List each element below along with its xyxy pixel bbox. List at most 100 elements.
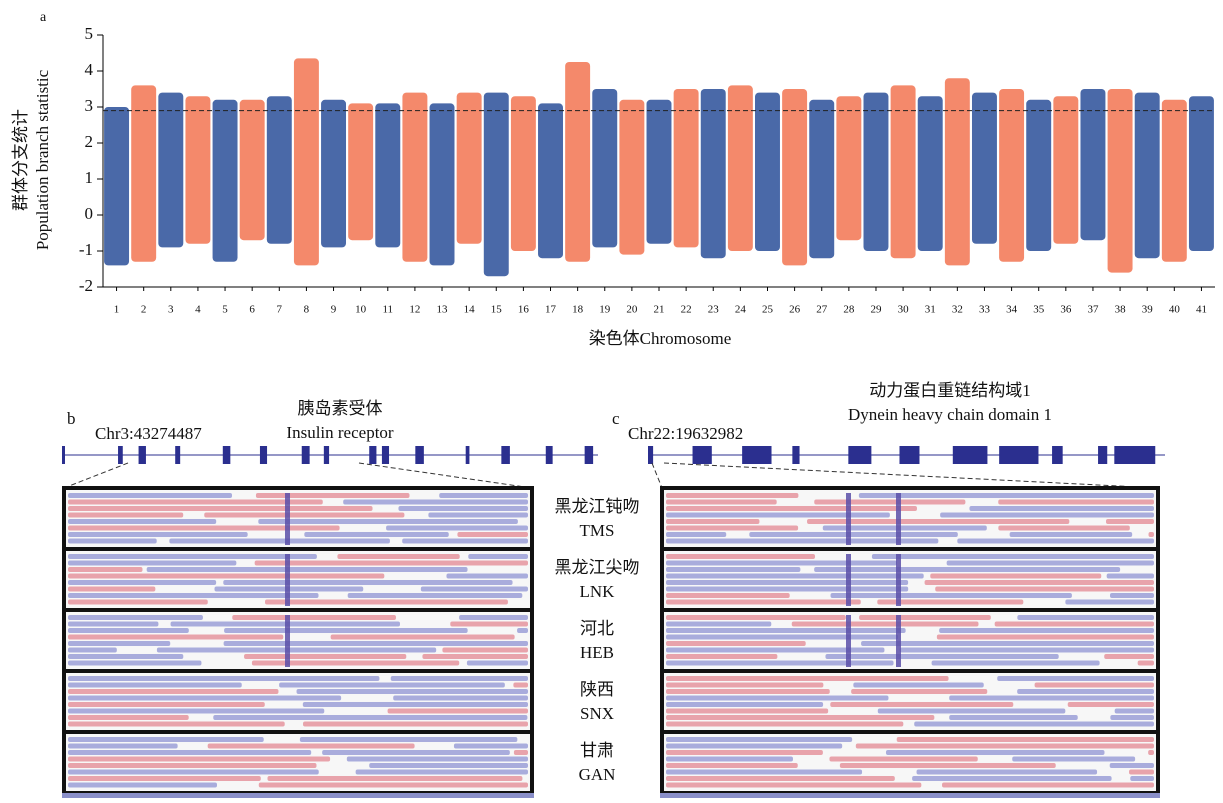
read: [814, 567, 1120, 572]
read: [1115, 709, 1154, 714]
read: [331, 635, 515, 640]
read: [949, 715, 1078, 720]
read: [267, 776, 522, 781]
read: [224, 628, 468, 633]
x-tick-label: 12: [409, 304, 420, 316]
x-tick-label: 14: [464, 304, 476, 316]
exon: [1114, 446, 1155, 464]
exon: [999, 446, 1038, 464]
read: [666, 580, 908, 585]
read: [391, 676, 528, 681]
read: [666, 500, 777, 505]
read: [792, 622, 979, 627]
chromosome-range: [674, 89, 699, 247]
population-cn: 黑龙江钝吻: [555, 497, 640, 516]
read: [666, 744, 842, 749]
read: [68, 622, 158, 627]
chromosome-range: [375, 103, 400, 247]
chromosome-range: [755, 93, 780, 251]
chromosome-range: [891, 85, 916, 258]
x-tick-label: 7: [277, 304, 283, 316]
read: [300, 737, 517, 742]
read: [878, 709, 1066, 714]
chromosome-range: [565, 62, 590, 262]
chromosome-range: [511, 96, 536, 251]
exon: [223, 446, 231, 464]
chromosome-range: [131, 85, 156, 261]
variant: [896, 493, 901, 545]
read: [68, 722, 285, 727]
read: [666, 702, 823, 707]
y-tick-label: 2: [85, 132, 94, 151]
read: [446, 574, 528, 579]
read: [666, 683, 823, 688]
figure: a-2-1012345群体分支统计Population branch stati…: [0, 0, 1223, 798]
read: [942, 783, 1154, 788]
variant: [846, 493, 851, 545]
read: [859, 493, 1154, 498]
read: [459, 615, 528, 620]
read: [450, 622, 528, 627]
read: [666, 648, 884, 653]
read: [666, 615, 846, 620]
read: [666, 722, 903, 727]
read: [840, 763, 1056, 768]
read: [303, 702, 528, 707]
read: [68, 580, 216, 585]
read: [856, 744, 1154, 749]
chromosome-range: [484, 93, 509, 277]
read: [1138, 661, 1154, 666]
read: [935, 587, 1154, 592]
read: [68, 737, 264, 742]
read: [666, 757, 793, 762]
read: [68, 526, 340, 531]
read: [517, 628, 528, 633]
read: [454, 744, 528, 749]
read: [68, 628, 189, 633]
read: [1110, 763, 1154, 768]
read: [937, 635, 1154, 640]
x-tick-label: 23: [708, 304, 720, 316]
read: [872, 554, 1154, 559]
read: [666, 628, 906, 633]
chromosome-range: [782, 89, 807, 265]
exon: [848, 446, 871, 464]
chromosome-range: [999, 89, 1024, 262]
read: [861, 641, 1154, 646]
y-tick-label: 5: [85, 24, 94, 43]
gene-title: 胰岛素受体: [298, 399, 383, 418]
read: [147, 567, 468, 572]
population-en: HEB: [580, 643, 614, 662]
y-tick-label: 0: [85, 204, 94, 223]
read: [442, 648, 528, 653]
read: [666, 750, 823, 755]
panel-label: b: [67, 409, 76, 428]
read: [256, 493, 410, 498]
read: [666, 715, 934, 720]
chromosome-range: [538, 103, 563, 258]
read: [666, 561, 897, 566]
read: [666, 574, 924, 579]
y-tick-label: -1: [79, 240, 93, 259]
x-tick-label: 1: [114, 304, 120, 316]
read: [68, 776, 261, 781]
y-tick-label: -2: [79, 276, 93, 295]
read: [68, 648, 117, 653]
read: [68, 615, 203, 620]
exon: [466, 446, 470, 464]
read: [68, 676, 379, 681]
read: [68, 757, 330, 762]
read: [68, 500, 323, 505]
read: [666, 654, 777, 659]
gene-title: Insulin receptor: [286, 423, 393, 442]
x-tick-label: 15: [491, 304, 503, 316]
read: [1012, 757, 1135, 762]
read: [467, 661, 528, 666]
read: [666, 532, 726, 537]
y-tick-label: 4: [85, 60, 94, 79]
read: [825, 654, 1058, 659]
read: [68, 770, 319, 775]
chromosome-range: [294, 58, 319, 265]
read: [468, 554, 528, 559]
x-tick-label: 9: [331, 304, 337, 316]
